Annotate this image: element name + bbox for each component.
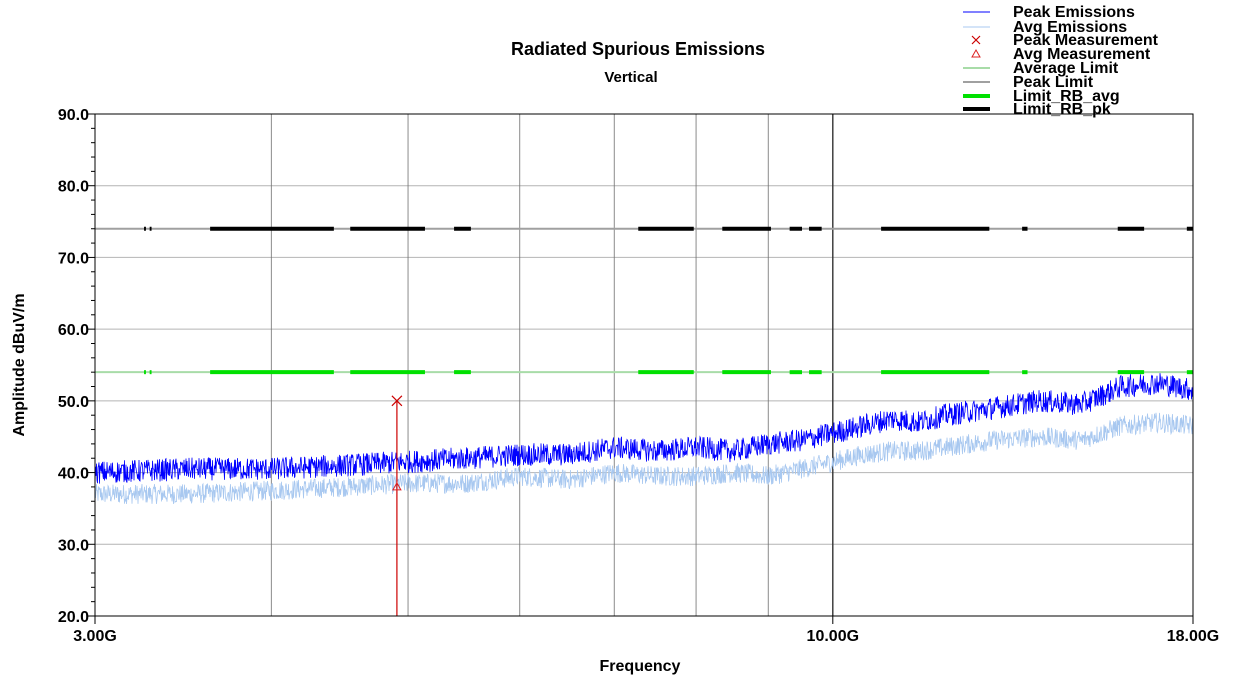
chart-title: Radiated Spurious Emissions xyxy=(511,39,765,59)
plot-frame xyxy=(94,113,1194,617)
y-tick-label: 40.0 xyxy=(58,466,89,483)
series-layer xyxy=(94,226,1194,616)
x-axis-label: Frequency xyxy=(600,658,681,675)
chart-subtitle: Vertical xyxy=(604,69,657,86)
x-tick-label: 10.00G xyxy=(807,628,859,645)
y-axis-label: Amplitude dBuV/m xyxy=(11,293,28,436)
peak-measurement-marker xyxy=(391,395,403,407)
y-tick-label: 50.0 xyxy=(58,394,89,411)
legend-label-limit-rb-pk: Limit_RB_pk xyxy=(1013,101,1111,118)
axis-layer: 20.0 30.0 40.0 50.0 60.0 70.0 80.0 90.0 3.00G 10.… xyxy=(58,107,1219,645)
legend-label-peak-limit: Peak Limit xyxy=(1013,74,1094,91)
legend-label-avg-emissions: Avg Emissions xyxy=(1013,19,1127,36)
peak-emissions-trace xyxy=(94,373,1194,484)
legend-label-limit-rb-avg: Limit_RB_avg xyxy=(1013,88,1120,105)
legend-label-avg-measurement: Avg Measurement xyxy=(1013,46,1151,63)
x-tick-label: 3.00G xyxy=(73,628,117,645)
y-tick-label: 30.0 xyxy=(58,537,89,554)
y-tick-label: 70.0 xyxy=(58,250,89,267)
y-tick-label: 60.0 xyxy=(58,322,89,339)
legend-swatch-avg-measurement xyxy=(971,48,981,58)
legend-label-peak-measurement: Peak Measurement xyxy=(1013,32,1159,49)
avg-emissions-trace xyxy=(94,412,1194,505)
y-tick-label: 90.0 xyxy=(58,107,89,124)
legend-label-peak-emissions: Peak Emissions xyxy=(1013,4,1135,21)
legend-label-average-limit: Average Limit xyxy=(1013,60,1119,77)
avg-measurement-marker xyxy=(392,481,402,491)
y-tick-label: 20.0 xyxy=(58,609,89,626)
x-tick-label: 18.00G xyxy=(1167,628,1219,645)
legend-swatch-peak-measurement xyxy=(971,35,981,45)
y-tick-label: 80.0 xyxy=(58,179,89,196)
